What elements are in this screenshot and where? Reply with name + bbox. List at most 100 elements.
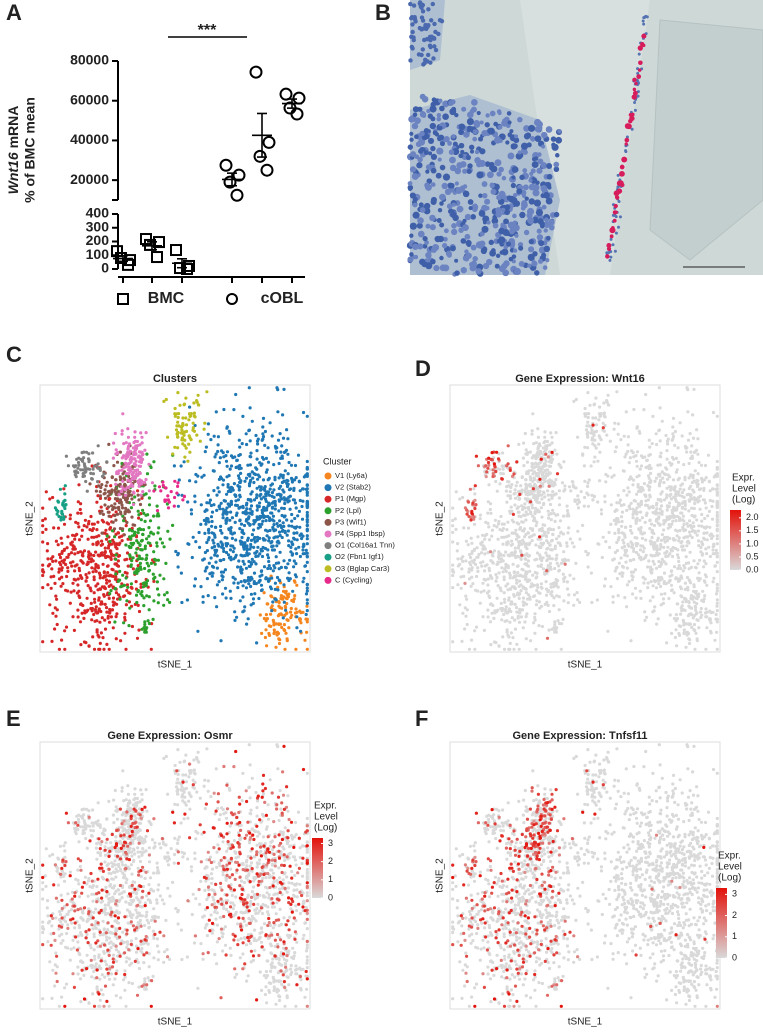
cell-nucleus xyxy=(553,211,560,218)
cell-point xyxy=(635,492,639,496)
cell-point xyxy=(94,584,98,588)
cell-point xyxy=(578,600,582,605)
cell-point xyxy=(159,489,163,493)
cell-point xyxy=(557,503,562,507)
cell-point xyxy=(101,520,106,524)
cell-point xyxy=(515,534,519,538)
cell-point xyxy=(106,616,110,620)
cell-point xyxy=(474,562,478,567)
cell-point xyxy=(689,596,693,601)
cell-nucleus xyxy=(502,269,509,277)
cell-point xyxy=(269,624,273,629)
cell-nucleus xyxy=(432,44,437,49)
cell-point xyxy=(270,491,274,495)
cell-point xyxy=(144,477,148,482)
cell-point xyxy=(165,591,169,595)
cell-point xyxy=(702,565,706,569)
cell-point xyxy=(139,518,143,522)
cell-point xyxy=(296,514,300,518)
cell-point xyxy=(179,464,183,468)
cell-point xyxy=(292,525,296,530)
cell-point xyxy=(135,539,139,543)
cell-point xyxy=(176,553,180,557)
cell-point xyxy=(176,504,180,508)
cell-nucleus xyxy=(488,239,494,246)
cell-point xyxy=(280,506,284,510)
cell-point xyxy=(240,535,244,540)
cell-point xyxy=(124,524,128,528)
cell-point xyxy=(682,623,686,627)
cell-point xyxy=(125,500,130,504)
cell-point xyxy=(113,587,117,591)
cell-point xyxy=(247,552,251,556)
cell-nucleus xyxy=(503,218,509,225)
cell-point xyxy=(248,406,252,410)
cell-point xyxy=(544,593,549,597)
cell-point xyxy=(535,520,539,525)
cell-point xyxy=(84,573,88,577)
cell-point xyxy=(479,551,484,555)
cell-point xyxy=(246,578,250,583)
cell-point xyxy=(41,518,45,523)
cell-point xyxy=(666,477,670,481)
cell-point xyxy=(62,487,66,491)
cell-point xyxy=(75,532,79,537)
cell-point xyxy=(632,549,636,554)
cell-point xyxy=(708,554,713,559)
cell-point xyxy=(619,556,623,560)
cell-point xyxy=(701,589,705,593)
cell-point xyxy=(100,483,104,487)
cell-point xyxy=(484,520,488,524)
cell-point xyxy=(271,514,275,518)
cell-point xyxy=(204,522,208,526)
cell-point xyxy=(566,531,570,535)
cell-point xyxy=(542,532,547,536)
cell-point xyxy=(714,612,718,617)
cell-point xyxy=(57,514,61,519)
cell-point xyxy=(259,463,263,467)
cell-point xyxy=(184,423,189,427)
cell-point xyxy=(630,531,634,535)
cell-point xyxy=(534,509,538,514)
cell-point xyxy=(502,553,506,558)
cell-nucleus xyxy=(450,211,457,218)
cell-point xyxy=(699,545,703,550)
cell-point xyxy=(697,524,701,528)
cell-point xyxy=(617,531,621,535)
cell-nucleus xyxy=(482,220,487,225)
cell-point xyxy=(102,472,106,476)
cell-point xyxy=(140,441,144,445)
cell-point xyxy=(130,497,134,501)
cell-point xyxy=(282,600,286,604)
cell-point xyxy=(715,551,719,555)
cell-point xyxy=(528,569,532,574)
cell-point xyxy=(117,501,122,505)
cell-point xyxy=(608,545,612,550)
cell-point xyxy=(524,637,528,641)
cell-point xyxy=(87,452,91,456)
cell-point xyxy=(287,495,291,499)
cell-point xyxy=(49,557,53,561)
cell-point xyxy=(121,492,125,496)
cell-point xyxy=(112,464,116,468)
cell-point xyxy=(176,481,180,485)
cell-point xyxy=(234,538,238,542)
cell-point xyxy=(674,470,679,474)
cell-point xyxy=(554,431,558,435)
stained-cell xyxy=(614,195,619,199)
cell-point xyxy=(246,463,250,467)
cell-point xyxy=(183,444,187,448)
cell-point xyxy=(715,617,719,621)
cell-point xyxy=(283,604,287,609)
cell-point xyxy=(547,516,551,520)
legend-label: P2 (Lpl) xyxy=(335,506,362,515)
cell-point xyxy=(496,584,500,588)
cell-nucleus xyxy=(542,265,548,270)
cell-point xyxy=(121,495,126,499)
cell-point xyxy=(486,551,490,555)
cell-point xyxy=(41,540,45,544)
cell-point xyxy=(77,538,82,542)
cell-nucleus xyxy=(462,218,467,223)
cell-point xyxy=(534,441,538,445)
cell-point xyxy=(161,480,165,484)
